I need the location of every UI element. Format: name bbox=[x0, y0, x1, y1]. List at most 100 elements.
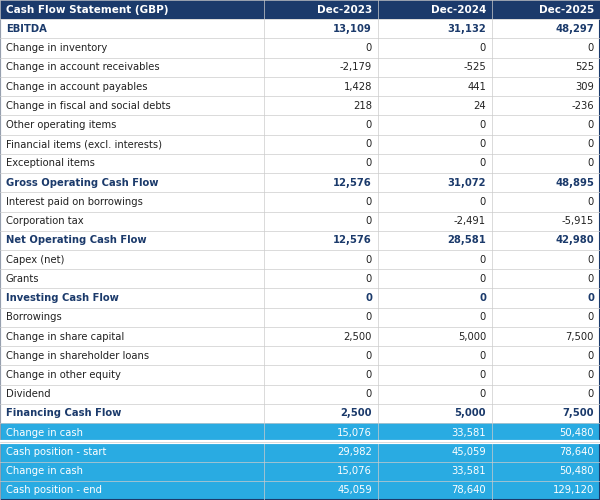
Text: 0: 0 bbox=[480, 158, 486, 168]
Text: 48,297: 48,297 bbox=[556, 24, 594, 34]
Text: 441: 441 bbox=[467, 82, 486, 92]
FancyBboxPatch shape bbox=[264, 423, 378, 442]
Text: 0: 0 bbox=[480, 43, 486, 53]
FancyBboxPatch shape bbox=[492, 96, 600, 116]
Text: Capex (net): Capex (net) bbox=[6, 254, 64, 264]
Text: Dec-2023: Dec-2023 bbox=[317, 4, 372, 15]
Text: 0: 0 bbox=[587, 293, 594, 303]
Text: 15,076: 15,076 bbox=[337, 466, 372, 476]
Text: 0: 0 bbox=[366, 197, 372, 207]
FancyBboxPatch shape bbox=[0, 442, 264, 462]
Text: 50,480: 50,480 bbox=[560, 466, 594, 476]
FancyBboxPatch shape bbox=[0, 19, 264, 38]
FancyBboxPatch shape bbox=[0, 346, 264, 366]
Text: Dividend: Dividend bbox=[6, 389, 50, 399]
FancyBboxPatch shape bbox=[0, 212, 264, 231]
Text: Change in account payables: Change in account payables bbox=[6, 82, 148, 92]
FancyBboxPatch shape bbox=[492, 77, 600, 96]
Text: Other operating items: Other operating items bbox=[6, 120, 116, 130]
FancyBboxPatch shape bbox=[378, 58, 492, 77]
Text: 33,581: 33,581 bbox=[451, 428, 486, 438]
Text: 33,581: 33,581 bbox=[451, 466, 486, 476]
Text: 0: 0 bbox=[366, 351, 372, 361]
FancyBboxPatch shape bbox=[378, 481, 492, 500]
FancyBboxPatch shape bbox=[264, 462, 378, 481]
Text: 0: 0 bbox=[479, 293, 486, 303]
FancyBboxPatch shape bbox=[0, 423, 264, 442]
FancyBboxPatch shape bbox=[0, 462, 264, 481]
FancyBboxPatch shape bbox=[492, 0, 600, 19]
FancyBboxPatch shape bbox=[378, 0, 492, 19]
FancyBboxPatch shape bbox=[378, 250, 492, 269]
FancyBboxPatch shape bbox=[492, 269, 600, 288]
FancyBboxPatch shape bbox=[264, 116, 378, 134]
FancyBboxPatch shape bbox=[492, 366, 600, 384]
Text: 0: 0 bbox=[366, 370, 372, 380]
Text: 28,581: 28,581 bbox=[447, 236, 486, 246]
FancyBboxPatch shape bbox=[0, 269, 264, 288]
Text: 13,109: 13,109 bbox=[333, 24, 372, 34]
Text: 129,120: 129,120 bbox=[553, 486, 594, 496]
FancyBboxPatch shape bbox=[0, 96, 264, 116]
Text: 5,000: 5,000 bbox=[458, 332, 486, 342]
Text: Corporation tax: Corporation tax bbox=[6, 216, 83, 226]
Text: Financial items (excl. interests): Financial items (excl. interests) bbox=[6, 139, 162, 149]
FancyBboxPatch shape bbox=[492, 442, 600, 462]
Text: 0: 0 bbox=[366, 139, 372, 149]
FancyBboxPatch shape bbox=[0, 288, 264, 308]
Text: 0: 0 bbox=[480, 274, 486, 284]
FancyBboxPatch shape bbox=[378, 96, 492, 116]
FancyBboxPatch shape bbox=[492, 346, 600, 366]
FancyBboxPatch shape bbox=[378, 346, 492, 366]
FancyBboxPatch shape bbox=[492, 423, 600, 442]
FancyBboxPatch shape bbox=[264, 327, 378, 346]
Text: Change in cash: Change in cash bbox=[6, 466, 83, 476]
Text: Change in other equity: Change in other equity bbox=[6, 370, 121, 380]
Text: -236: -236 bbox=[571, 101, 594, 111]
Text: 12,576: 12,576 bbox=[333, 178, 372, 188]
FancyBboxPatch shape bbox=[492, 481, 600, 500]
FancyBboxPatch shape bbox=[0, 154, 264, 173]
Text: Financing Cash Flow: Financing Cash Flow bbox=[6, 408, 121, 418]
Text: 12,576: 12,576 bbox=[333, 236, 372, 246]
FancyBboxPatch shape bbox=[378, 154, 492, 173]
Text: 0: 0 bbox=[480, 351, 486, 361]
FancyBboxPatch shape bbox=[492, 250, 600, 269]
Text: 15,076: 15,076 bbox=[337, 428, 372, 438]
Text: 0: 0 bbox=[480, 120, 486, 130]
Text: 0: 0 bbox=[480, 389, 486, 399]
Text: 2,500: 2,500 bbox=[344, 332, 372, 342]
Text: 218: 218 bbox=[353, 101, 372, 111]
FancyBboxPatch shape bbox=[0, 134, 264, 154]
FancyBboxPatch shape bbox=[492, 384, 600, 404]
FancyBboxPatch shape bbox=[378, 269, 492, 288]
FancyBboxPatch shape bbox=[0, 173, 264, 193]
FancyBboxPatch shape bbox=[378, 134, 492, 154]
Text: 0: 0 bbox=[588, 312, 594, 322]
Text: 0: 0 bbox=[480, 370, 486, 380]
Text: 0: 0 bbox=[366, 216, 372, 226]
Text: 0: 0 bbox=[366, 389, 372, 399]
Text: -5,915: -5,915 bbox=[562, 216, 594, 226]
FancyBboxPatch shape bbox=[0, 116, 264, 134]
FancyBboxPatch shape bbox=[0, 384, 264, 404]
Text: 0: 0 bbox=[588, 274, 594, 284]
Text: 48,895: 48,895 bbox=[555, 178, 594, 188]
FancyBboxPatch shape bbox=[492, 212, 600, 231]
Text: 0: 0 bbox=[366, 274, 372, 284]
Text: Dec-2025: Dec-2025 bbox=[539, 4, 594, 15]
FancyBboxPatch shape bbox=[0, 77, 264, 96]
Text: 0: 0 bbox=[366, 312, 372, 322]
Text: Change in inventory: Change in inventory bbox=[6, 43, 107, 53]
FancyBboxPatch shape bbox=[0, 0, 264, 19]
Text: Change in fiscal and social debts: Change in fiscal and social debts bbox=[6, 101, 171, 111]
Text: 0: 0 bbox=[588, 158, 594, 168]
Text: 0: 0 bbox=[588, 197, 594, 207]
Text: Borrowings: Borrowings bbox=[6, 312, 62, 322]
Text: Change in share capital: Change in share capital bbox=[6, 332, 124, 342]
FancyBboxPatch shape bbox=[378, 366, 492, 384]
Text: 0: 0 bbox=[588, 139, 594, 149]
FancyBboxPatch shape bbox=[0, 366, 264, 384]
Text: 42,980: 42,980 bbox=[556, 236, 594, 246]
FancyBboxPatch shape bbox=[492, 327, 600, 346]
